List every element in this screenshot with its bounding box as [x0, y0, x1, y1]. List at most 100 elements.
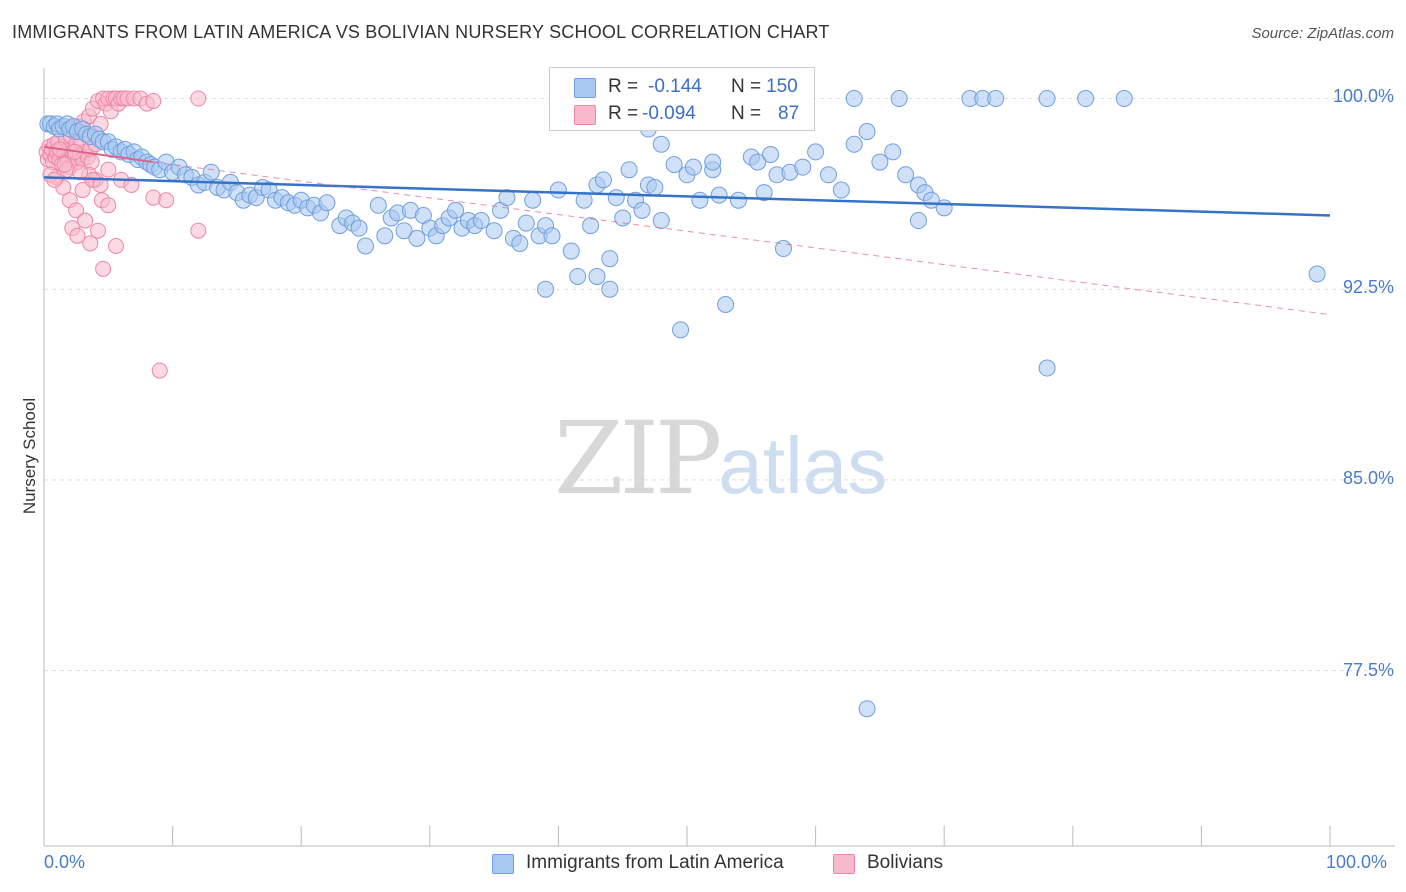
data-point	[447, 201, 465, 219]
x-tick-label: 0.0%	[44, 852, 86, 872]
legend-n-label: N =	[731, 76, 762, 97]
data-point	[909, 212, 927, 230]
watermark-zip: ZIP	[554, 400, 722, 517]
data-point	[77, 212, 94, 229]
trend-line-latin-america	[43, 176, 1331, 217]
data-point	[92, 176, 109, 193]
data-point	[90, 222, 107, 239]
data-point	[395, 222, 413, 240]
data-point	[1077, 90, 1095, 108]
data-point	[890, 90, 908, 108]
legend-swatch-pink	[833, 854, 855, 874]
data-point	[845, 90, 863, 108]
data-point	[549, 181, 567, 199]
data-point	[498, 189, 516, 207]
data-point	[108, 237, 125, 254]
data-point	[369, 196, 387, 214]
data-point	[190, 90, 207, 107]
data-point	[594, 171, 612, 189]
y-axis-label: Nursery School	[20, 397, 39, 515]
stats-legend: R = -0.144 N = 150 R = -0.094 N = 87	[549, 67, 815, 131]
y-tick-label: 100.0%	[1332, 86, 1394, 106]
y-tick-label: 77.5%	[1342, 660, 1394, 680]
data-point	[1308, 265, 1326, 283]
legend-r-value: -0.094	[642, 103, 696, 124]
data-point	[832, 181, 850, 199]
legend-swatch-blue	[574, 78, 596, 98]
watermark-atlas: atlas	[718, 421, 888, 510]
data-point	[562, 242, 580, 260]
data-point	[145, 189, 162, 206]
latin-america-points	[39, 90, 1326, 718]
data-point	[858, 700, 876, 718]
y-tick-label: 85.0%	[1342, 468, 1394, 488]
data-point	[357, 237, 374, 255]
legend-series-name: Bolivians	[867, 852, 944, 873]
data-point	[537, 280, 555, 298]
data-point	[1038, 90, 1056, 108]
legend-r-value: -0.144	[648, 76, 702, 97]
x-tick-label: 100.0%	[1326, 852, 1388, 872]
data-point	[145, 93, 162, 110]
legend-r-label: R =	[608, 76, 639, 97]
data-point	[704, 153, 722, 171]
data-point	[620, 161, 638, 179]
data-point	[652, 212, 670, 230]
data-point	[897, 166, 915, 184]
data-point	[202, 163, 220, 181]
legend-r-label: R =	[608, 103, 639, 124]
data-point	[1038, 359, 1056, 377]
data-point	[408, 229, 426, 247]
legend-swatch-pink	[574, 105, 596, 125]
data-point	[1115, 90, 1133, 108]
legend-n-value: 87	[778, 103, 800, 124]
data-point	[69, 227, 86, 244]
data-point	[524, 191, 542, 209]
data-point	[74, 182, 91, 199]
data-point	[614, 209, 632, 227]
data-point	[710, 186, 728, 204]
data-point	[82, 235, 99, 252]
data-point	[871, 153, 889, 171]
data-point	[794, 158, 812, 176]
legend-n-value: 150	[766, 76, 798, 97]
data-point	[543, 227, 561, 245]
data-point	[350, 219, 368, 237]
data-point	[845, 135, 863, 153]
data-point	[601, 280, 619, 298]
chart-title: IMMIGRANTS FROM LATIN AMERICA VS BOLIVIA…	[12, 22, 830, 42]
legend-series-name: Immigrants from Latin America	[526, 852, 784, 873]
data-point	[68, 202, 85, 219]
data-point	[607, 189, 625, 207]
trend-line-bolivians-extension	[153, 161, 1331, 316]
data-point	[755, 184, 773, 202]
data-point	[190, 222, 207, 239]
data-point	[633, 201, 651, 219]
data-point	[858, 123, 876, 141]
data-point	[601, 250, 619, 268]
data-point	[485, 222, 503, 240]
data-point	[72, 164, 89, 181]
data-point	[100, 197, 117, 214]
source-label: Source: ZipAtlas.com	[1251, 25, 1394, 42]
data-point	[569, 267, 587, 285]
axis-layer	[43, 68, 1395, 847]
data-point	[100, 161, 117, 178]
data-point	[672, 321, 690, 339]
trend-lines	[43, 145, 1331, 316]
data-point	[151, 362, 168, 379]
data-point	[807, 143, 825, 161]
data-point	[749, 153, 767, 171]
trend-line-bolivians	[43, 145, 154, 164]
data-point	[472, 212, 490, 230]
data-point	[819, 166, 837, 184]
data-point	[318, 194, 336, 212]
data-point	[158, 192, 175, 209]
legend-n-label: N =	[731, 103, 762, 124]
data-point	[684, 158, 702, 176]
data-point	[884, 143, 902, 161]
data-point	[717, 295, 735, 313]
data-point	[56, 156, 73, 173]
data-point	[46, 171, 63, 188]
